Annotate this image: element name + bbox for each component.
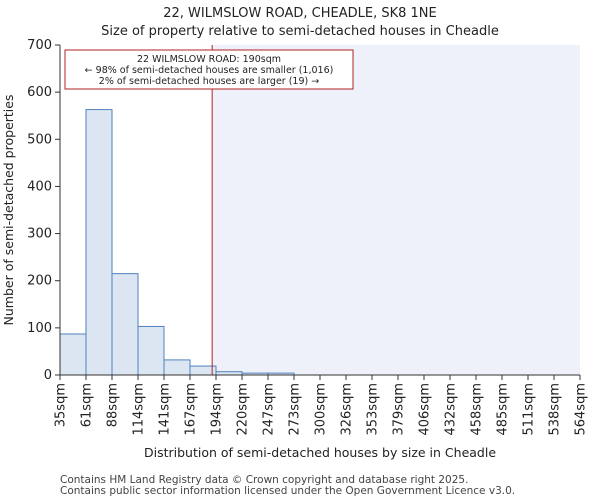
x-tick-label: 300sqm <box>314 383 329 436</box>
axes-group: 0 100 200 300 400 500 600 700 35sqm 61sqm 88sqm 114… <box>27 38 588 436</box>
y-tick-label: 100 <box>27 321 52 336</box>
x-tick-label: 326sqm <box>340 383 355 436</box>
bar-114sqm <box>137 325 165 376</box>
x-tick-label: 564sqm <box>574 383 589 436</box>
bar-35sqm <box>59 333 87 376</box>
larger-region-shade <box>212 45 581 375</box>
footer-line-2: Contains public sector information licen… <box>60 485 516 497</box>
y-tick-label: 0 <box>44 368 52 383</box>
x-tick-label: 353sqm <box>366 383 381 436</box>
bar-61sqm <box>85 109 113 376</box>
y-tick-label: 200 <box>27 274 52 289</box>
chart-subtitle: Size of property relative to semi-detach… <box>101 24 499 39</box>
x-tick-label: 114sqm <box>132 383 147 436</box>
bar-141sqm <box>163 359 191 376</box>
footer-line-1: Contains HM Land Registry data © Crown c… <box>60 474 469 486</box>
chart-title: 22, WILMSLOW ROAD, CHEADLE, SK8 1NE <box>163 6 437 21</box>
x-tick-label: 511sqm <box>522 383 537 436</box>
x-tick-label: 485sqm <box>496 383 511 436</box>
y-tick-label: 700 <box>27 38 52 53</box>
annotation-line-2: ← 98% of semi-detached houses are smalle… <box>85 65 334 76</box>
x-tick-label: 220sqm <box>236 383 251 436</box>
annotation-box <box>64 49 354 90</box>
x-tick-label: 406sqm <box>418 383 433 436</box>
x-tick-label: 88sqm <box>106 383 121 427</box>
x-axis-label: Distribution of semi-detached houses by … <box>144 445 496 460</box>
bar-88sqm <box>111 273 139 376</box>
x-tick-label: 247sqm <box>262 383 277 436</box>
x-tick-label: 167sqm <box>184 383 199 436</box>
y-tick-label: 300 <box>27 227 52 242</box>
x-tick-label: 35sqm <box>54 383 69 427</box>
x-tick-label: 61sqm <box>80 383 95 427</box>
x-tick-label: 432sqm <box>444 383 459 436</box>
x-tick-label: 273sqm <box>288 383 303 436</box>
y-tick-label: 500 <box>27 132 52 147</box>
x-tick-label: 141sqm <box>158 383 173 436</box>
x-tick-label: 194sqm <box>210 383 225 436</box>
x-tick-label: 458sqm <box>470 383 485 436</box>
annotation-line-1: 22 WILMSLOW ROAD: 190sqm <box>137 54 281 65</box>
x-tick-label: 379sqm <box>392 383 407 436</box>
y-tick-label: 600 <box>27 85 52 100</box>
y-axis-label: Number of semi-detached properties <box>1 95 16 326</box>
bars-group <box>59 109 295 376</box>
y-tick-label: 400 <box>27 179 52 194</box>
x-tick-label: 538sqm <box>548 383 563 436</box>
annotation-line-3: 2% of semi-detached houses are larger (1… <box>99 76 319 87</box>
